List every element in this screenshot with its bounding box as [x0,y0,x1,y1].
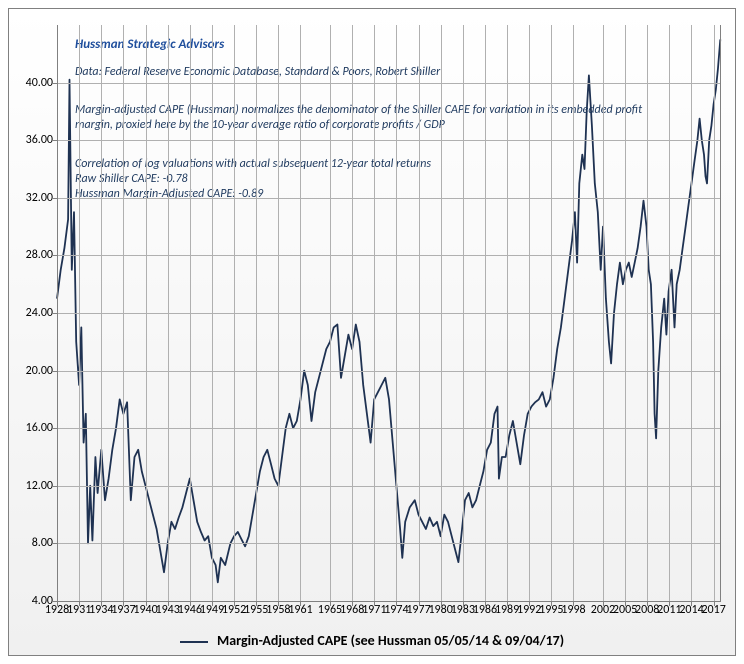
chart-title: Hussman Strategic Advisors [75,37,224,53]
gridline-v [352,25,353,601]
gridline-v [146,25,147,601]
gridline-v [625,25,626,601]
y-tick-label: 20.00 [26,364,53,378]
gridline-v [463,25,464,601]
gridline-v [603,25,604,601]
y-tick-label: 16.00 [26,421,53,435]
method-note: Margin-adjusted CAPE (Hussman) normalize… [75,103,655,133]
plot-area: Hussman Strategic Advisors Data: Federal… [57,25,721,601]
gridline-h [57,313,721,314]
y-tick-label: 28.00 [26,248,53,262]
gridline-v [330,25,331,601]
gridline-v [396,25,397,601]
gridline-v [256,25,257,601]
gridline-h [57,255,721,256]
y-tick-label: 12.00 [26,479,53,493]
gridline-v [485,25,486,601]
y-tick-label: 40.00 [26,76,53,90]
gridline-v [168,25,169,601]
gridline-v [123,25,124,601]
gridline-v [300,25,301,601]
legend-label: Margin-Adjusted CAPE (see Hussman 05/05/… [217,632,564,649]
legend: Margin-Adjusted CAPE (see Hussman 05/05/… [9,632,735,649]
gridline-v [278,25,279,601]
corr-raw: Raw Shiller CAPE: -0.78 [75,172,188,186]
gridline-v [573,25,574,601]
y-tick-label: 24.00 [26,306,53,320]
gridline-v [551,25,552,601]
corr-header: Correlation of log valuations with actua… [75,157,431,171]
gridline-h [57,428,721,429]
gridline-h [57,543,721,544]
gridline-v [647,25,648,601]
gridline-v [691,25,692,601]
gridline-v [529,25,530,601]
gridline-v [714,25,715,601]
gridline-h [57,140,721,141]
y-tick-label: 32.00 [26,191,53,205]
y-tick-label: 36.00 [26,133,53,147]
y-tick-label: 8.00 [32,536,53,550]
gridline-h [57,371,721,372]
gridline-v [669,25,670,601]
gridline-v [419,25,420,601]
correlation-note: Correlation of log valuations with actua… [75,157,431,202]
gridline-v [212,25,213,601]
gridline-h [57,198,721,199]
gridline-h [57,486,721,487]
gridline-v [234,25,235,601]
gridline-v [101,25,102,601]
gridline-v [79,25,80,601]
gridline-v [441,25,442,601]
data-source-note: Data: Federal Reserve Economic Database,… [75,65,440,80]
gridline-h [57,83,721,84]
legend-line-icon [180,641,208,643]
chart-frame: Hussman Strategic Advisors Data: Federal… [8,8,736,656]
gridline-v [190,25,191,601]
gridline-v [507,25,508,601]
gridline-v [374,25,375,601]
